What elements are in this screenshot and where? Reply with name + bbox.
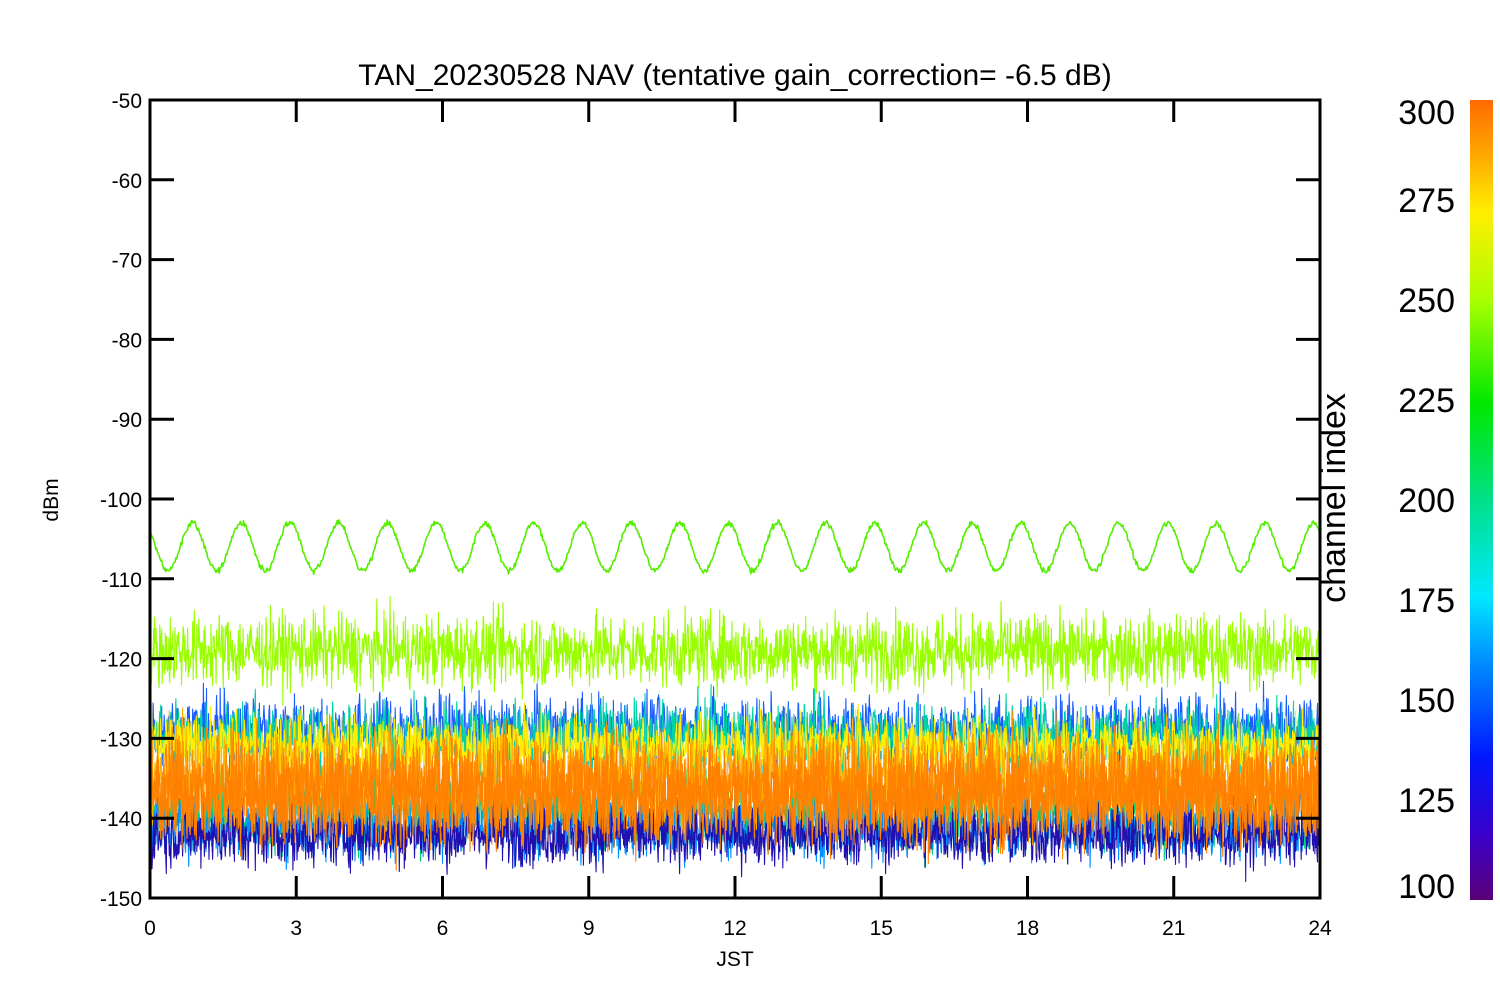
x-tick-label: 0	[144, 917, 156, 940]
y-tick-label: -90	[112, 409, 142, 432]
series-layer	[150, 519, 1320, 883]
series-line-240	[150, 519, 1320, 575]
y-tick-label: -130	[100, 728, 142, 751]
y-tick-label: -140	[100, 808, 142, 831]
y-tick-label: -120	[100, 649, 142, 672]
x-tick-label: 9	[583, 917, 595, 940]
colorbar-tick-label: 175	[1398, 582, 1455, 620]
y-axis: -50 -60 -70 -80 -90 -100 -110 -120 -130 -140 -150	[100, 90, 1320, 911]
x-tick-label: 21	[1162, 917, 1185, 940]
colorbar-tick-label: 125	[1398, 782, 1455, 820]
y-axis-label: dBm	[40, 478, 63, 521]
colorbar-ticks: 300 275 250 225 200 175 150 125 100	[1398, 94, 1455, 906]
x-tick-label: 6	[437, 917, 449, 940]
colorbar-tick-label: 200	[1398, 482, 1455, 520]
x-tick-label: 24	[1308, 917, 1332, 940]
y-tick-label: -110	[102, 569, 142, 592]
colorbar-tick-label: 100	[1398, 868, 1455, 906]
series-line-291	[150, 718, 1320, 871]
y-tick-label: -50	[112, 90, 142, 113]
colorbar-tick-label: 300	[1398, 94, 1455, 132]
colorbar-tick-label: 150	[1398, 682, 1455, 720]
x-tick-label: 15	[870, 917, 893, 940]
colorbar-tick-label: 275	[1398, 182, 1455, 220]
colorbar-tick-label: 225	[1398, 382, 1455, 420]
y-tick-label: -80	[112, 329, 142, 352]
x-axis: 0 3 6 9 12 15 18 21 24	[144, 100, 1332, 940]
x-tick-label: 3	[290, 917, 302, 940]
colorbar-label: channel index	[1315, 393, 1353, 603]
y-tick-label: -150	[100, 888, 142, 911]
colorbar-tick-label: 250	[1398, 282, 1455, 320]
colorbar	[1470, 100, 1493, 900]
y-tick-label: -70	[112, 250, 142, 273]
chart-title: TAN_20230528 NAV (tentative gain_correct…	[358, 59, 1112, 92]
series-line-255	[150, 596, 1320, 706]
x-axis-label: JST	[716, 948, 754, 971]
y-tick-label: -100	[100, 489, 142, 512]
x-tick-label: 18	[1016, 917, 1039, 940]
x-tick-label: 12	[723, 917, 746, 940]
y-tick-label: -60	[112, 170, 142, 193]
